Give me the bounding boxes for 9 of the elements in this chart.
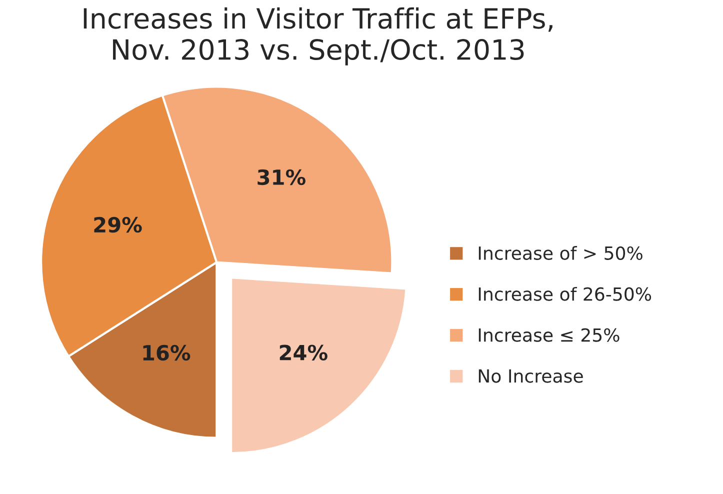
legend-label: No Increase bbox=[478, 369, 583, 383]
data-label: 31% bbox=[258, 169, 306, 186]
data-label: 16% bbox=[143, 344, 190, 361]
data-label: 24% bbox=[280, 344, 328, 360]
legend-label: Increase of 26-50% bbox=[478, 286, 652, 301]
legend-label: Increase ≤ 25% bbox=[478, 328, 620, 342]
chart-title: Increases in Visitor Traffic at EFPs, Nov. 2013 vs. Sept./Oct. 2013 bbox=[84, 7, 552, 66]
data-label: 29% bbox=[94, 216, 142, 233]
legend-label: Increase of > 50% bbox=[478, 246, 642, 260]
